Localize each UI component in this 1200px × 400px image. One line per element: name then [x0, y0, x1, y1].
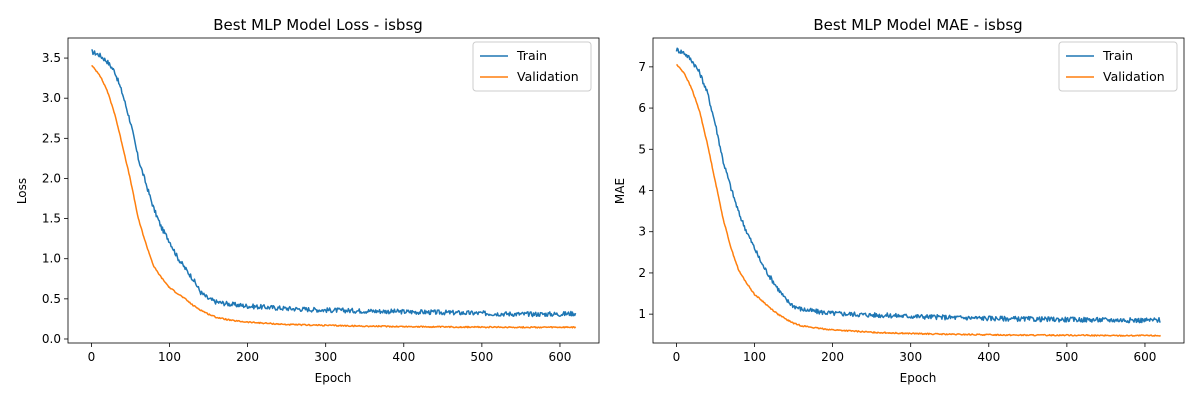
- mae-xtick-label: 300: [899, 350, 922, 364]
- mae-ytick-label: 6: [638, 101, 646, 115]
- mae-xtick-label: 100: [743, 350, 766, 364]
- mae-ytick-label: 1: [638, 307, 646, 321]
- loss-ytick-label: 3.5: [42, 51, 61, 65]
- loss-ytick-label: 2.5: [42, 131, 61, 145]
- mae-chart-xlabel: Epoch: [900, 371, 937, 385]
- loss-chart-plot-area: 0 100 200 300 400 500 600 0.0 0.5 1.0 1.5 2.0 2.5 3.0…: [42, 37, 600, 364]
- loss-chart-xlabel: Epoch: [315, 371, 352, 385]
- loss-xtick-label: 0: [88, 350, 96, 364]
- loss-legend-validation-label: Validation: [517, 69, 579, 84]
- loss-chart-ylabel: Loss: [15, 178, 29, 204]
- mae-ytick-label: 7: [638, 60, 646, 74]
- loss-chart-title: Best MLP Model Loss - isbsg: [213, 16, 423, 34]
- mae-ytick-label: 4: [638, 184, 646, 198]
- loss-xtick-label: 600: [549, 350, 572, 364]
- loss-axes-frame: [67, 37, 600, 344]
- loss-legend-train-label: Train: [516, 48, 547, 63]
- loss-ytick-label: 3.0: [42, 91, 61, 105]
- loss-series-train-line: [91, 49, 577, 318]
- mae-series-train-line: [675, 47, 1161, 324]
- mae-chart-panel: Best MLP Model MAE - isbsg Epoch MAE 0 10…: [613, 16, 1185, 385]
- mae-xtick-label: 600: [1134, 350, 1157, 364]
- mae-ytick-label: 3: [638, 225, 646, 239]
- mae-chart-ylabel: MAE: [613, 178, 627, 204]
- loss-xtick-label: 100: [158, 350, 181, 364]
- loss-series-validation-line: [91, 64, 577, 329]
- mae-xtick-label: 400: [977, 350, 1000, 364]
- mae-legend-validation-label: Validation: [1103, 69, 1165, 84]
- mae-ytick-label: 2: [638, 266, 646, 280]
- mae-chart-title: Best MLP Model MAE - isbsg: [813, 16, 1022, 34]
- mae-chart-plot-area: 0 100 200 300 400 500 600 1 2 3 4 5 6 7: [638, 37, 1185, 364]
- mae-series-validation-line: [676, 63, 1162, 337]
- loss-xtick-label: 400: [392, 350, 415, 364]
- loss-ytick-label: 1.0: [42, 252, 61, 266]
- mae-xtick-label: 0: [673, 350, 681, 364]
- loss-chart-legend-frame: [472, 41, 592, 92]
- loss-chart-panel: Best MLP Model Loss - isbsg Epoch Loss 0…: [15, 16, 600, 385]
- mae-legend-train-label: Train: [1102, 48, 1133, 63]
- mae-xtick-label: 200: [821, 350, 844, 364]
- mae-chart-legend: Train Validation: [1058, 41, 1178, 92]
- loss-xtick-label: 300: [314, 350, 337, 364]
- loss-xtick-label: 200: [236, 350, 259, 364]
- mae-ytick-label: 5: [638, 142, 646, 156]
- mae-xtick-label: 500: [1055, 350, 1078, 364]
- loss-ytick-label: 1.5: [42, 212, 61, 226]
- loss-ytick-label: 0.5: [42, 292, 61, 306]
- loss-chart-legend: Train Validation: [472, 41, 592, 92]
- loss-ytick-label: 2.0: [42, 171, 61, 185]
- mae-chart-legend-frame: [1058, 41, 1178, 92]
- loss-ytick-label: 0.0: [42, 332, 61, 346]
- loss-xtick-label: 500: [470, 350, 493, 364]
